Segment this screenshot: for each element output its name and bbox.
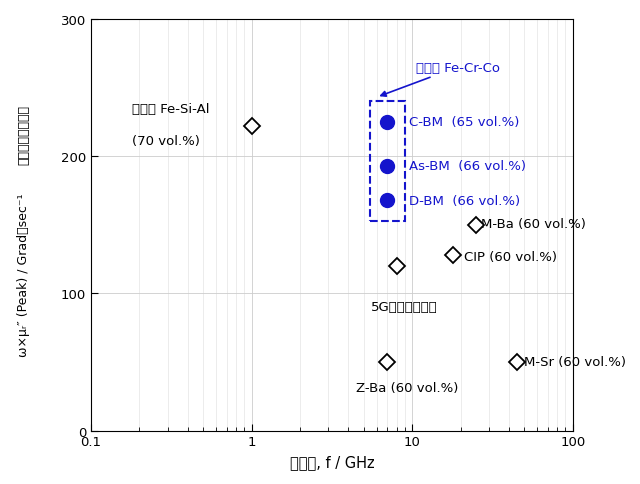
Bar	[371, 102, 405, 221]
Text: M-Ba (60 vol.%): M-Ba (60 vol.%)	[481, 217, 586, 230]
Text: CIP (60 vol.%): CIP (60 vol.%)	[464, 250, 557, 263]
Text: 電磁波吸収効果，: 電磁波吸収効果，	[17, 105, 30, 165]
Text: Z-Ba (60 vol.%): Z-Ba (60 vol.%)	[356, 381, 459, 394]
Text: ω×μᵣ″ (Peak) / Gradヽsec⁻¹: ω×μᵣ″ (Peak) / Gradヽsec⁻¹	[17, 193, 30, 356]
Text: 扁平状 Fe-Si-Al: 扁平状 Fe-Si-Al	[132, 103, 209, 116]
Text: 扁平状 Fe-Cr-Co: 扁平状 Fe-Cr-Co	[381, 61, 500, 97]
Text: M-Sr (60 vol.%): M-Sr (60 vol.%)	[524, 356, 627, 369]
Text: As-BM  (66 vol.%): As-BM (66 vol.%)	[410, 160, 526, 173]
Text: 5G用市販シート: 5G用市販シート	[371, 301, 437, 314]
Text: C-BM  (65 vol.%): C-BM (65 vol.%)	[410, 116, 520, 129]
Text: D-BM  (66 vol.%): D-BM (66 vol.%)	[410, 194, 520, 207]
Text: (70 vol.%): (70 vol.%)	[132, 135, 200, 147]
X-axis label: 周波数, f / GHz: 周波数, f / GHz	[289, 454, 374, 469]
